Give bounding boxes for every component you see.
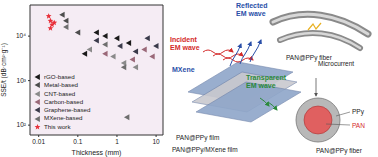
svg-text:PAN@PPy film: PAN@PPy film — [176, 134, 219, 142]
svg-text:Thickness (mm): Thickness (mm) — [72, 149, 122, 157]
svg-text:PAN@PPy/MXene film: PAN@PPy/MXene film — [172, 146, 238, 154]
svg-text:0.01: 0.01 — [32, 138, 45, 145]
html-text:Metal-based: Metal-based — [44, 81, 79, 89]
svg-text:10: 10 — [152, 138, 160, 145]
html-text:rGO-based: rGO-based — [44, 72, 75, 80]
html-text:MXene-based: MXene-based — [44, 114, 83, 122]
svg-text:10³: 10³ — [17, 77, 27, 84]
html-text:This work: This work — [44, 122, 71, 130]
svg-text:PAN@PPy fiber: PAN@PPy fiber — [316, 147, 363, 155]
svg-text:PAN@PPy fiber: PAN@PPy fiber — [286, 54, 333, 62]
svg-text:SSE/t (dB·cm²·g⁻¹): SSE/t (dB·cm²·g⁻¹) — [8, 43, 9, 97]
svg-text:ReflectedEM wave: ReflectedEM wave — [236, 2, 268, 17]
html-text:CNT-based: CNT-based — [44, 89, 76, 97]
svg-text:10⁴: 10⁴ — [16, 32, 26, 39]
svg-text:PPy: PPy — [352, 108, 365, 116]
svg-text:IncidentEM wave: IncidentEM wave — [170, 36, 200, 51]
svg-text:TransparentEM wave: TransparentEM wave — [246, 74, 287, 89]
svg-text:10²: 10² — [17, 121, 27, 128]
svg-text:MXene: MXene — [172, 66, 195, 73]
html-text:Carbon-based: Carbon-based — [44, 97, 84, 105]
svg-text:0.1: 0.1 — [73, 138, 82, 145]
svg-text:PAN: PAN — [352, 122, 365, 129]
svg-text:Microcurrent: Microcurrent — [318, 60, 354, 67]
html-text:Graphene-based: Graphene-based — [44, 106, 91, 114]
svg-text:1: 1 — [115, 138, 119, 145]
